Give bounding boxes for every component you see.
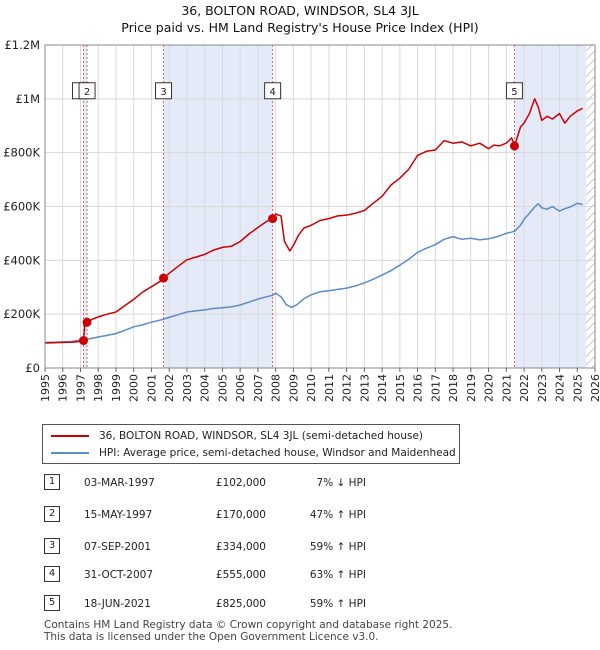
x-tick-label: 2011	[323, 374, 336, 402]
y-tick-label: £800K	[3, 146, 40, 160]
y-tick-label: £0	[25, 361, 40, 375]
x-tick-label: 2012	[341, 374, 354, 402]
legend-label-property: 36, BOLTON ROAD, WINDSOR, SL4 3JL (semi-…	[99, 430, 424, 442]
transaction-date: 15-MAY-1997	[84, 509, 153, 521]
y-tick-label: £400K	[3, 253, 40, 267]
transaction-date: 07-SEP-2001	[84, 541, 152, 553]
x-tick-label: 2022	[518, 374, 531, 402]
y-tick-label: £200K	[3, 307, 40, 321]
price-chart: 12345 £0£200K£400K£600K£800K£1M£1.2M1995…	[3, 38, 600, 402]
x-tick-label: 1999	[110, 374, 123, 402]
y-tick-label: £1.2M	[4, 38, 40, 52]
transaction-number: 1	[44, 474, 60, 490]
transaction-number: 2	[44, 506, 60, 522]
transaction-price: £825,000	[215, 598, 266, 610]
chart-title-line1: 36, BOLTON ROAD, WINDSOR, SL4 3JL	[181, 3, 419, 18]
marker-label: 4	[269, 87, 275, 98]
transaction-hpi: 7% ↓ HPI	[316, 477, 366, 489]
x-tick-label: 2015	[394, 374, 407, 402]
x-tick-label: 2021	[500, 374, 513, 402]
transaction-hpi: 59% ↑ HPI	[309, 541, 366, 553]
sale-point	[79, 336, 88, 346]
x-tick-label: 2009	[287, 374, 300, 402]
x-tick-label: 1997	[74, 374, 87, 402]
transaction-hpi: 63% ↑ HPI	[309, 569, 366, 581]
legend-swatch-property	[51, 435, 89, 437]
x-tick-label: 2016	[412, 374, 425, 402]
legend-swatch-hpi	[51, 452, 89, 454]
x-tick-label: 1996	[57, 374, 70, 402]
x-tick-label: 2004	[199, 374, 212, 402]
chart-title: 36, BOLTON ROAD, WINDSOR, SL4 3JL Price …	[0, 2, 600, 36]
transaction-price: £170,000	[215, 509, 266, 521]
x-tick-label: 2005	[216, 374, 229, 402]
sale-point	[82, 317, 92, 327]
legend-label-hpi: HPI: Average price, semi-detached house,…	[99, 447, 456, 459]
transaction-number: 4	[44, 566, 60, 582]
sale-point	[268, 214, 278, 224]
x-tick-label: 2008	[270, 374, 283, 402]
x-tick-label: 2006	[234, 374, 247, 402]
x-tick-label: 2020	[483, 374, 496, 402]
transaction-price: £334,000	[215, 541, 266, 553]
x-tick-label: 2003	[181, 374, 194, 402]
marker-box	[78, 82, 96, 100]
x-tick-label: 2026	[589, 374, 600, 402]
sale-point	[509, 141, 519, 151]
x-tick-label: 2010	[305, 374, 318, 402]
transaction-date: 18-JUN-2021	[84, 598, 151, 610]
property-series-line	[44, 98, 583, 344]
x-tick-label: 2000	[128, 374, 141, 402]
transaction-number: 5	[44, 595, 60, 611]
legend-item-hpi: HPI: Average price, semi-detached house,…	[51, 445, 456, 461]
transaction-price: £555,000	[215, 569, 266, 581]
marker-label: 3	[160, 87, 166, 98]
chart-title-line2: Price paid vs. HM Land Registry's House …	[121, 20, 479, 35]
y-tick-label: £600K	[3, 200, 40, 214]
chart-legend: 36, BOLTON ROAD, WINDSOR, SL4 3JL (semi-…	[42, 424, 460, 464]
transaction-price: £102,000	[215, 477, 266, 489]
x-tick-label: 2014	[376, 374, 389, 402]
x-tick-label: 1998	[92, 374, 105, 402]
legend-item-property: 36, BOLTON ROAD, WINDSOR, SL4 3JL (semi-…	[51, 428, 423, 444]
transaction-date: 03-MAR-1997	[84, 477, 155, 489]
y-tick-label: £1M	[15, 92, 40, 106]
transaction-number: 3	[44, 538, 60, 554]
sale-point	[159, 273, 169, 283]
marker-label: 2	[84, 87, 90, 98]
footer-line1: Contains HM Land Registry data © Crown c…	[44, 619, 453, 631]
plot-frame	[44, 44, 596, 369]
transaction-hpi: 59% ↑ HPI	[309, 598, 366, 610]
x-tick-label: 2002	[163, 374, 176, 402]
footer-note: Contains HM Land Registry data © Crown c…	[44, 619, 452, 643]
marker-box	[264, 82, 282, 100]
x-tick-label: 2025	[571, 374, 584, 402]
transaction-hpi: 47% ↑ HPI	[309, 509, 366, 521]
x-tick-label: 2007	[252, 374, 265, 402]
x-tick-label: 2013	[358, 374, 371, 402]
x-tick-label: 1995	[39, 374, 52, 402]
footer-line2: This data is licensed under the Open Gov…	[44, 631, 379, 643]
x-tick-label: 2001	[145, 374, 158, 402]
marker-label: 5	[511, 87, 517, 98]
marker-box	[155, 82, 173, 100]
x-tick-label: 2018	[447, 374, 460, 402]
transaction-date: 31-OCT-2007	[84, 569, 153, 581]
x-tick-label: 2019	[465, 374, 478, 402]
x-tick-label: 2024	[554, 374, 567, 402]
marker-box	[505, 82, 523, 100]
x-tick-label: 2023	[536, 374, 549, 402]
x-tick-label: 2017	[429, 374, 442, 402]
hpi-series-line	[44, 202, 583, 344]
